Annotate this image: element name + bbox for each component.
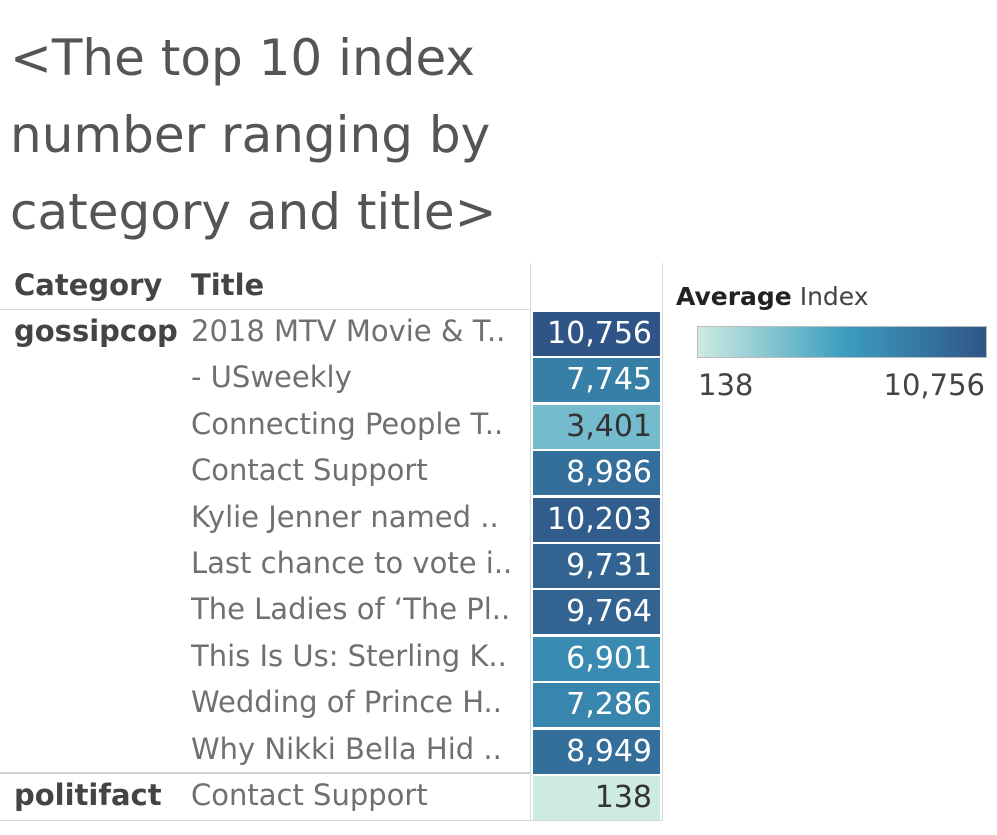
row-title: Contact Support [191,778,428,812]
heatmap-cell: 3,401 [533,404,660,449]
category-column-header: Category [14,268,163,302]
legend-title-bold: Average [676,282,792,311]
legend-max-label: 10,756 [883,368,985,402]
heatmap-cell: 138 [533,776,660,820]
row-title: Contact Support [191,453,428,488]
row-title: 2018 MTV Movie & T.. [191,314,506,348]
row-title: Wedding of Prince H.. [191,685,502,720]
row-title: Last chance to vote i.. [191,546,513,580]
heatmap-cell: 6,901 [533,636,660,681]
table-right-border [662,263,663,820]
row-title: This Is Us: Sterling K.. [191,638,507,673]
row-title: Kylie Jenner named .. [191,499,499,534]
table-bottom-border [0,820,663,821]
heatmap-cell: 8,986 [533,451,660,496]
legend-title: Average Index [676,282,869,311]
heatmap-cell: 10,756 [533,312,660,356]
heatmap-cell: 7,745 [533,358,660,403]
row-title: Why Nikki Bella Hid .. [191,731,502,766]
row-title: Connecting People T.. [191,406,504,441]
heatmap-cell: 9,764 [533,590,660,635]
legend-min-label: 138 [698,368,754,402]
category-label: politifact [14,778,162,812]
heatmap-cell: 9,731 [533,544,660,588]
category-label: gossipcop [14,314,178,348]
legend-title-rest: Index [799,282,869,311]
heatmap-cell: 7,286 [533,683,660,728]
legend-color-ramp [697,326,987,358]
row-title: The Ladies of ‘The Pl.. [191,592,511,627]
header-divider [0,309,530,310]
row-title: - USweekly [191,360,352,395]
chart-title: <The top 10 index number ranging by cate… [10,29,497,241]
heatmap-cell: 10,203 [533,497,660,542]
title-column-header: Title [191,268,265,302]
table-column-divider [530,263,531,820]
category-group-divider [0,772,530,774]
heatmap-cell: 8,949 [533,729,660,774]
